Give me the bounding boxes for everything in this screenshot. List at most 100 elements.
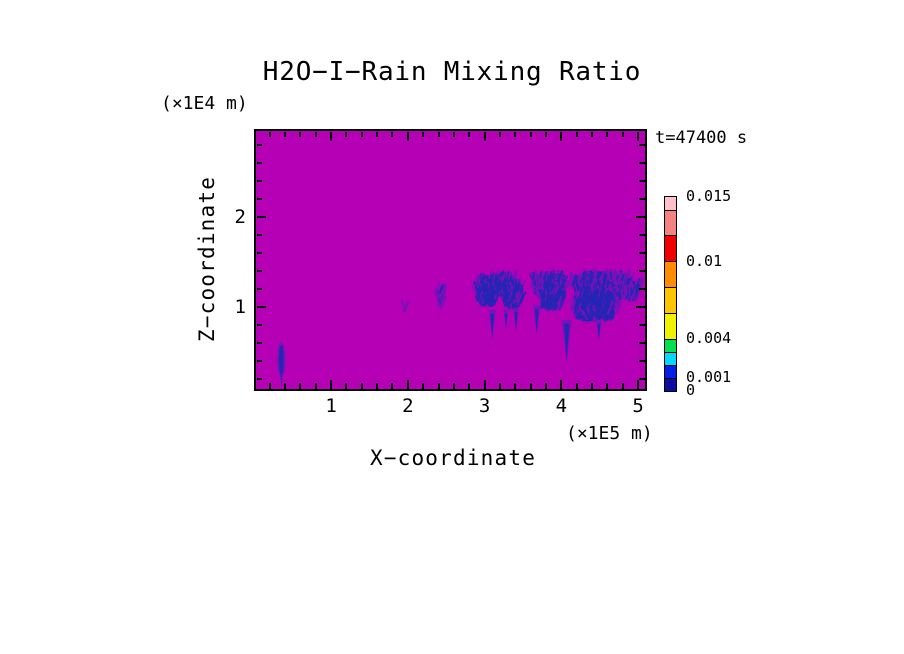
x-minor-tick [437,383,440,389]
x-minor-tick [345,131,348,137]
x-major-tick [637,379,640,389]
x-minor-tick [514,131,517,137]
x-minor-tick [422,131,425,137]
plot-area [254,129,647,391]
y-minor-tick [639,323,645,326]
x-minor-tick [452,131,455,137]
colorbar-segment [664,208,677,237]
x-minor-tick [468,131,471,137]
x-minor-tick [360,383,363,389]
y-minor-tick [256,251,262,254]
y-minor-tick [639,251,645,254]
x-minor-tick [299,131,302,137]
y-minor-tick [256,359,262,362]
colorbar-segment [664,338,677,353]
colorbar-tick-label: 0.015 [686,187,732,205]
x-minor-tick [376,383,379,389]
colorbar-segment [664,260,677,289]
x-minor-tick [514,383,517,389]
x-minor-tick [606,383,609,389]
x-minor-tick [452,383,455,389]
x-tick-label: 1 [325,395,337,417]
x-minor-tick [345,383,348,389]
x-major-tick [406,131,409,141]
y-tick-label: 2 [234,205,246,228]
y-major-tick [635,305,645,308]
x-minor-tick [422,383,425,389]
y-minor-tick [639,341,645,344]
x-minor-tick [314,131,317,137]
x-minor-tick [314,383,317,389]
y-minor-tick [639,197,645,200]
x-major-tick [330,131,333,141]
colorbar-tick-label: 0.001 [686,368,732,387]
chart-title: H2O−I−Rain Mixing Ratio [262,57,642,87]
x-minor-tick [591,131,593,137]
y-minor-tick [256,233,262,236]
y-tick-label: 1 [234,295,246,318]
colorbar-tick-label: 0 [686,381,696,399]
x-tick-label: 3 [478,395,491,417]
y-major-tick [635,215,645,218]
y-minor-tick [256,197,262,200]
x-tick-label: 4 [555,395,568,417]
colorbar-tick-label: 0.01 [686,251,723,270]
colorbar-segment [664,312,677,340]
y-major-tick [256,305,266,308]
x-minor-tick [391,131,394,137]
x-minor-tick [299,383,302,389]
x-minor-tick [284,383,286,389]
colorbar-segment [664,196,677,211]
x-minor-tick [529,383,532,389]
x-minor-tick [268,383,271,389]
rain-mixing-ratio-field [254,129,647,391]
y-minor-tick [256,143,262,146]
x-major-tick [560,379,563,389]
x-minor-tick [606,131,609,137]
y-minor-tick [639,287,645,290]
y-minor-tick [639,359,645,362]
x-major-tick [483,379,486,389]
y-minor-tick [256,377,262,380]
y-minor-tick [639,377,645,380]
x-minor-tick [575,383,578,389]
y-minor-tick [256,269,262,272]
x-major-tick [330,379,333,389]
y-minor-tick [639,179,645,182]
x-major-tick [637,131,640,141]
x-minor-tick [498,383,501,389]
y-minor-tick [256,341,262,344]
x-minor-tick [575,131,578,137]
y-minor-tick [639,161,645,164]
x-minor-tick [376,131,379,137]
x-minor-tick [591,383,593,389]
x-minor-tick [621,383,624,389]
y-minor-tick [256,287,262,290]
x-axis-units-label: (×1E5 m) [566,423,653,444]
y-major-tick [256,215,266,218]
x-minor-tick [437,131,440,137]
colorbar-segment [664,234,677,263]
x-minor-tick [544,383,547,389]
y-axis-units-label: (×1E4 m) [161,93,248,114]
x-axis-title: X−coordinate [369,446,537,470]
x-minor-tick [284,131,286,137]
x-major-tick [560,131,563,141]
x-tick-label: 5 [632,395,644,417]
time-annotation: t=47400 s [655,128,748,148]
x-tick-label: 2 [402,395,414,417]
y-minor-tick [256,179,262,182]
x-minor-tick [468,383,471,389]
y-minor-tick [639,143,645,146]
y-minor-tick [639,269,645,272]
colorbar-segment [664,377,677,392]
y-axis-title: Z−coordinate [195,175,219,343]
x-major-tick [406,379,409,389]
x-minor-tick [268,131,271,137]
y-minor-tick [639,233,645,236]
colorbar-segment [664,286,677,314]
colorbar-segment [664,351,677,366]
x-minor-tick [544,131,547,137]
colorbar-tick-label: 0.004 [686,329,732,348]
